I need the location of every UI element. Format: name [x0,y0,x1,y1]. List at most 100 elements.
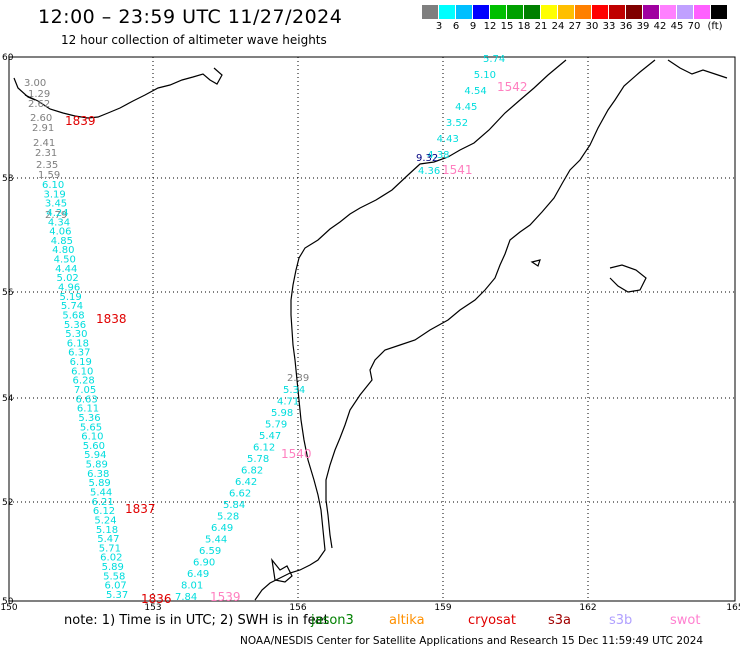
island-1 [271,557,293,583]
colorbar-swatch [422,5,439,19]
colorbar-label: 3 [435,21,443,32]
wave-height-label: 6.37 [68,348,90,359]
wave-height-label: 6.12 [253,443,275,454]
wave-height-label: 3.45 [45,199,67,210]
y-tick-label: 50 [2,597,14,607]
colorbar-swatch [643,5,660,19]
colorbar-labels: 3 6 9 12 15 18 21 24 27 30 33 36 39 42 45 70 (ft) [422,21,740,33]
wave-height-label: 6.38 [87,469,109,480]
legend-sat-swot: swot [670,613,701,628]
wave-height-label: 1.29 [28,89,50,100]
wave-height-label: 9.32 [416,153,438,164]
wave-height-label: 6.11 [77,404,99,415]
colorbar-label: (ft) [707,21,723,32]
colorbar-swatch [524,5,541,19]
colorbar-label: 30 [585,21,599,32]
pass-time-marker: 1540 [281,447,312,461]
legend-sat-jason3: jason3 [311,613,354,628]
colorbar-label: 9 [469,21,477,32]
map-subtitle: 12 hour collection of altimeter wave hei… [61,33,327,47]
wave-height-label: 6.42 [235,477,257,488]
coastline-kamchatka-east [325,59,656,549]
coastline [13,59,728,601]
colorbar-label: 18 [517,21,531,32]
wave-height-label: 2.79 [45,210,67,221]
wave-height-label: 6.90 [193,558,215,569]
wave-height-label: 4.06 [49,227,71,238]
wave-height-label: 5.89 [102,562,124,573]
axis-ticks: 150 153 156 159 162 165 50 52 54 56 58 60 [0,53,740,613]
coastline-kronotsky [609,264,647,293]
wave-height-label: 5.18 [96,525,118,536]
colorbar-swatch [677,5,694,19]
colorbar-label: 45 [670,21,684,32]
wave-height-label: 3.00 [24,78,46,89]
track-labels: 3.001.292.62 2.602.91 2.412.312.351.59 2.79… [24,54,505,603]
pass-time-marker: 1542 [497,80,528,94]
map-grid [9,57,735,601]
colorbar-swatch [711,5,728,19]
wave-height-label: 5.60 [83,441,105,452]
colorbar-label: 24 [551,21,565,32]
colorbar-swatch [456,5,473,19]
wave-height-label: 7.84 [175,592,197,603]
wave-height-label: 5.89 [86,460,108,471]
wave-height-label: 4.36 [418,166,440,177]
footer-credit: NOAA/NESDIS Center for Satellite Applica… [240,635,704,647]
wave-height-label: 7.05 [74,385,96,396]
colorbar-swatch [626,5,643,19]
x-tick-label: 162 [579,603,596,613]
footer-note: note: 1) Time is in UTC; 2) SWH is in fe… [64,613,329,628]
wave-height-label: 4.43 [437,134,459,145]
wave-height-label: 4.96 [58,283,80,294]
wave-height-label: 6.62 [229,489,251,500]
colorbar-label: 6 [452,21,460,32]
wave-height-label: 5.58 [103,571,125,582]
wave-height-label: 5.44 [90,488,112,499]
wave-height-label: 4.34 [48,217,70,228]
wave-height-label: 5.65 [80,422,102,433]
wave-height-label: 8.01 [181,581,203,592]
wave-height-label: 6.18 [67,338,89,349]
wave-height-label: 5.44 [205,535,227,546]
x-tick-label: 150 [0,603,17,613]
wave-height-label: 5.78 [247,454,269,465]
wave-height-label: 5.36 [78,413,100,424]
wave-height-label: 6.21 [91,497,113,508]
pass-time-marker: 1837 [125,502,156,516]
y-tick-label: 58 [2,174,14,184]
colorbar-swatch [473,5,490,19]
wave-height-label: 4.80 [52,245,74,256]
colorbar-swatch [541,5,558,19]
pass-time-marker: 1838 [96,312,127,326]
y-tick-label: 54 [2,394,14,404]
wave-height-label: 5.10 [474,70,496,81]
wave-height-label: 5.28 [217,512,239,523]
colorbar-label: 12 [483,21,497,32]
x-tick-label: 159 [434,603,451,613]
legend-sat-altika: altika [389,613,425,628]
pass-time-marker: 1539 [210,590,241,604]
wave-height-label: 6.12 [93,506,115,517]
wave-height-label: 6.59 [199,546,221,557]
pass-time-marker: 1541 [442,163,473,177]
x-tick-label: 156 [289,603,306,613]
colorbar-swatch [592,5,609,19]
wave-height-label: 3.19 [43,189,65,200]
map-title: 12:00 – 23:59 UTC 11/27/2024 [38,6,343,28]
wave-height-label: 5.47 [97,534,119,545]
wave-height-label: 5.94 [84,450,106,461]
colorbar-label: 70 [687,21,701,32]
colorbar-swatch [490,5,507,19]
time-markers: 1839 1838 1837 1836 1542 1541 1540 1539 [65,80,528,606]
coastline-okhotsk-north [24,67,223,119]
colorbar-swatch [507,5,524,19]
wave-height-label: 5.71 [99,543,121,554]
wave-height-label: 4.44 [55,264,77,275]
wave-height-label: 5.47 [259,431,281,442]
wave-height-label: 4.54 [464,86,486,97]
wave-height-label: 6.82 [241,466,263,477]
wave-height-label: 2.91 [32,123,54,134]
wave-height-label: 6.10 [42,180,64,191]
